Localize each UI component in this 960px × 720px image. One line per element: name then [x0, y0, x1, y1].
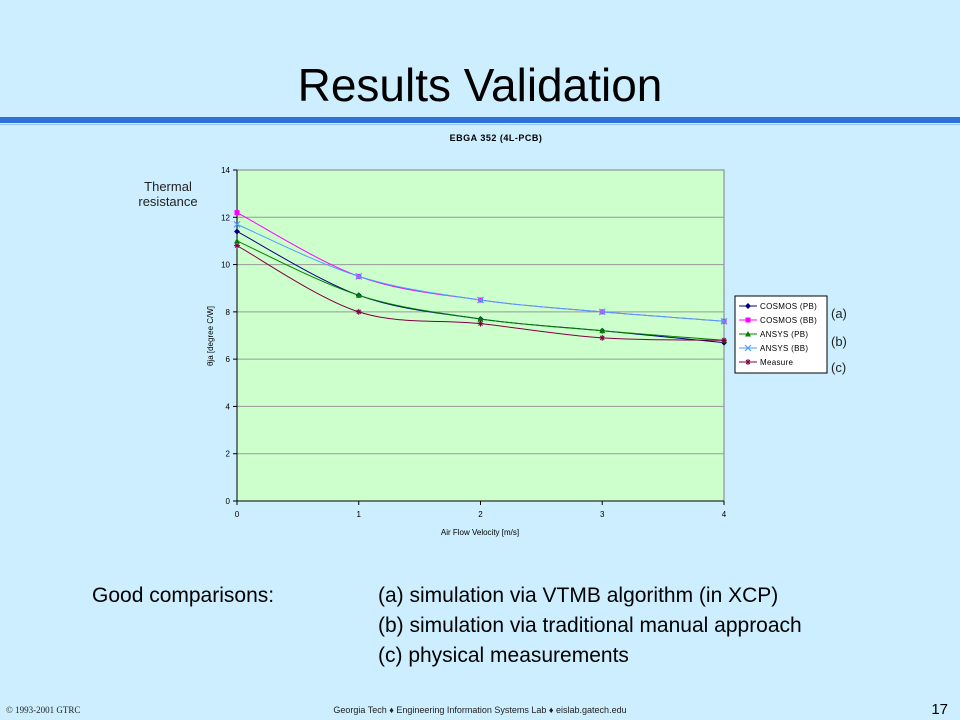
- data-point: [477, 320, 484, 327]
- x-tick-label: 0: [235, 510, 240, 519]
- comparison-a: (a) simulation via VTMB algorithm (in XC…: [378, 584, 779, 607]
- y-axis-label: θja [degree C/W]: [206, 306, 215, 366]
- y-tick-label: 14: [221, 166, 230, 175]
- data-point: [355, 272, 363, 280]
- tag-b: (b): [831, 334, 847, 349]
- y-tick-label: 0: [226, 497, 231, 506]
- data-point: [599, 334, 606, 341]
- x-tick-label: 3: [600, 510, 605, 519]
- page-number: 17: [931, 701, 948, 718]
- comparisons-heading: Good comparisons:: [92, 584, 275, 607]
- footer-credits: Georgia Tech ♦ Engineering Information S…: [333, 705, 627, 715]
- title-rule-shadow: [0, 124, 960, 125]
- plot-area: [236, 169, 725, 502]
- y-tick-label: 10: [221, 261, 230, 270]
- series-ansys-bb: [233, 220, 728, 325]
- title-rule: [0, 117, 960, 123]
- data-point: [234, 210, 240, 216]
- data-point: [477, 296, 484, 304]
- x-tick-label: 1: [357, 510, 362, 519]
- legend-marker: [745, 303, 751, 309]
- data-point: [234, 242, 240, 249]
- data-point: [721, 337, 727, 344]
- data-point: [355, 292, 362, 298]
- copyright: © 1993-2001 GTRC: [6, 705, 81, 715]
- x-axis-label: Air Flow Velocity [m/s]: [441, 528, 519, 537]
- y-side-label-line1: Thermal: [144, 179, 192, 194]
- data-point: [599, 327, 606, 334]
- legend-marker: [745, 359, 751, 365]
- chart-title: EBGA 352 (4L-PCB): [450, 133, 543, 143]
- y-tick-label: 6: [226, 355, 231, 364]
- comparison-c: (c) physical measurements: [378, 644, 629, 667]
- y-tick-label: 12: [221, 213, 230, 222]
- data-point: [233, 220, 241, 228]
- y-tick-label: 2: [226, 450, 231, 459]
- legend-label: COSMOS (BB): [760, 316, 817, 325]
- legend-marker: [744, 344, 752, 352]
- legend-label: ANSYS (BB): [760, 344, 808, 353]
- y-side-label: Thermal resistance: [128, 179, 208, 209]
- x-tick-label: 2: [478, 510, 483, 519]
- legend-label: Measure: [760, 358, 793, 367]
- data-point: [234, 237, 240, 244]
- data-point: [355, 308, 362, 315]
- y-tick-label: 4: [226, 402, 231, 411]
- legend-label: COSMOS (PB): [760, 302, 817, 311]
- data-point: [234, 228, 240, 235]
- slide-title: Results Validation: [297, 59, 663, 111]
- series-measure: [234, 242, 727, 344]
- data-point: [598, 308, 606, 316]
- legend-marker: [745, 331, 751, 337]
- y-tick-label: 8: [226, 308, 231, 317]
- tag-c: (c): [831, 360, 847, 375]
- tag-a: (a): [831, 306, 847, 321]
- y-side-label-line2: resistance: [138, 194, 198, 209]
- legend-label: ANSYS (PB): [760, 330, 808, 339]
- legend-marker: [745, 317, 751, 323]
- x-tick-label: 4: [722, 510, 727, 519]
- data-point: [477, 315, 484, 322]
- data-point: [720, 317, 728, 325]
- comparison-b: (b) simulation via traditional manual ap…: [378, 614, 802, 637]
